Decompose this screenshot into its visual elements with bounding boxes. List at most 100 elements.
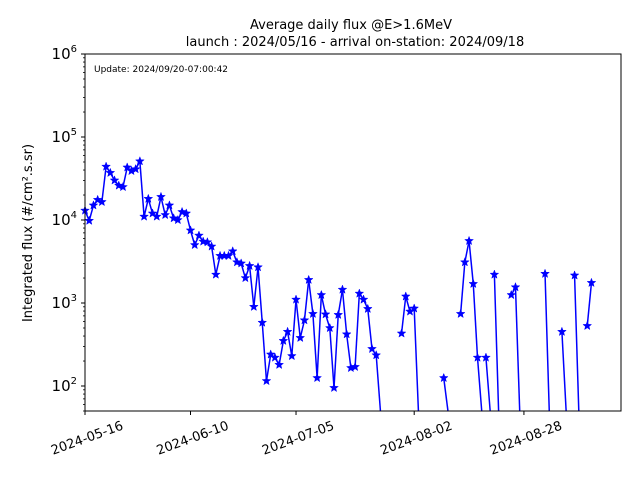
update-annotation: Update: 2024/09/20-07:00:42 [94,65,228,75]
data-point-star [278,335,289,346]
data-point-star [333,309,344,320]
data-point-star [189,239,200,250]
data-point-star [312,372,323,383]
series-line-segment [464,240,470,263]
data-point-star [282,326,293,337]
series-line-segment [367,308,373,349]
data-point-star [299,315,310,325]
data-point-star [320,309,331,319]
data-point-star [139,211,150,221]
data-point-star [156,191,166,202]
series-line-segment [341,289,348,335]
series-line-segment [400,296,407,334]
series-line-segment [307,279,314,314]
data-point-star [396,328,407,338]
y-tick-label: 102 [52,376,77,395]
data-point-star [540,268,550,278]
series-line-segment [345,334,352,369]
data-point-star [286,350,297,361]
data-point-star [206,241,217,251]
data-point-star [105,167,116,178]
data-point-star [160,209,171,220]
data-point-star [92,194,103,205]
series-line-segment [459,262,466,314]
series-line-segment [312,313,318,379]
y-axis-label: Integrated flux (#/cm².s.sr) [21,144,36,322]
series-line-segment [413,308,420,412]
y-tick-label: 104 [52,210,77,229]
data-point-star [113,180,124,190]
chart-title-line1: Average daily flux @E>1.6MeV [250,18,452,33]
data-point-star [291,294,301,304]
data-point-star [329,382,339,393]
series-line-segment [329,327,335,388]
data-point-star [210,269,221,279]
data-point-star [109,175,120,185]
y-tick-label: 106 [52,44,77,63]
data-point-star [253,262,263,272]
series-line-segment [261,322,268,382]
data-point-star [468,278,479,289]
series-line-segment [586,282,593,326]
data-point-star [236,258,247,268]
series-line-segment [210,246,217,275]
series-line-segment [316,294,323,379]
series-line-segment [442,377,449,412]
data-point-star [227,246,238,256]
data-point-star [185,225,196,235]
data-point-star [223,250,234,261]
data-point-star [168,213,179,223]
data-point-star [240,272,251,283]
data-point-star [472,352,483,362]
data-point-star [248,301,259,312]
data-point-star [371,349,382,360]
plot-area [80,156,597,412]
series-line-segment [485,357,491,412]
data-point-star [341,329,352,339]
data-point-star [354,288,365,298]
data-point-star [582,320,593,331]
series-line-segment [476,357,483,412]
data-point-star [295,332,306,343]
data-point-star [489,269,500,279]
y-axis: 102 103 104 105 106 [52,44,85,412]
data-point-star [202,237,213,247]
data-point-star [586,277,597,288]
data-point-star [480,352,491,362]
series-line-segment [286,331,293,357]
data-point-star [367,343,377,354]
data-point-star [244,260,255,271]
data-point-star [261,375,272,386]
data-point-star [459,257,470,267]
series-line-segment [253,267,259,307]
data-point-star [101,161,112,171]
series-line-segment [303,279,310,321]
data-point-star [130,163,141,174]
data-point-star [358,294,369,304]
data-point-star [510,282,521,292]
data-point-star [257,317,268,327]
series-line-segment [248,265,255,307]
series-line-segment [257,267,264,323]
series-line-segment [291,299,297,357]
data-point-star [409,303,420,313]
data-point-star [556,326,567,337]
series-line-segment [544,273,551,412]
series-line-segment [295,299,301,338]
data-point-star [172,214,183,225]
data-point-star [307,308,318,319]
data-point-star [506,289,517,300]
data-point-star [400,291,411,301]
data-point-star [269,352,280,362]
series-line-segment [573,275,580,412]
series-line-segment [101,166,107,203]
series-line-segment [561,331,567,412]
chart-title-line2: launch : 2024/05/16 - arrival on-station… [186,35,524,50]
series-line-segment [468,240,475,284]
data-point-star [569,270,580,280]
data-point-star [303,274,314,285]
data-point-star [143,193,154,204]
data-point-star [438,372,449,383]
